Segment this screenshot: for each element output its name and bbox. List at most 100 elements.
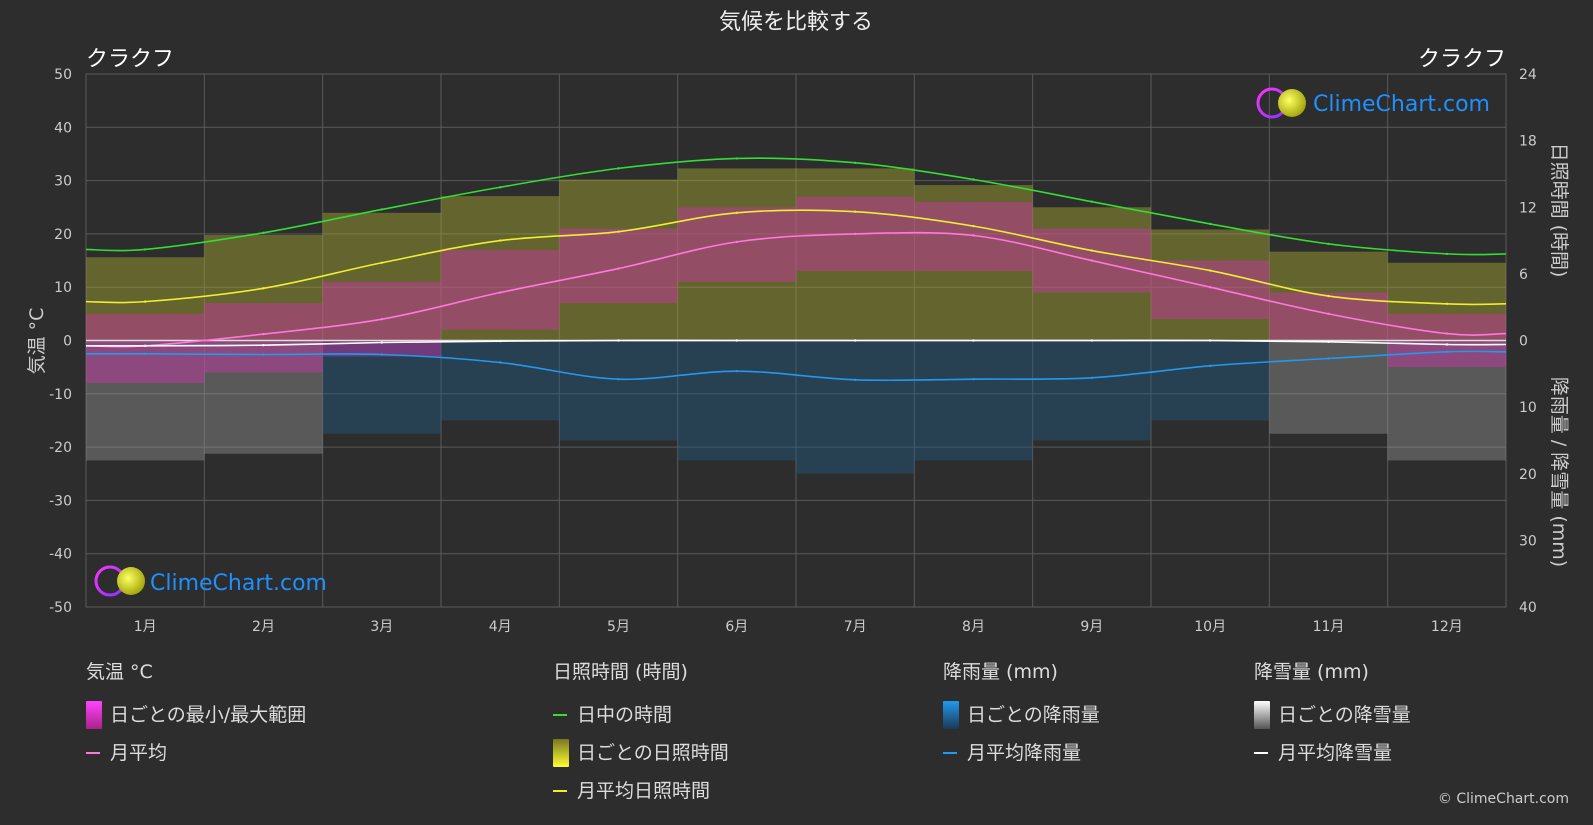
snow-avg-point [972,339,975,342]
temp-avg-point [1445,332,1449,335]
temp-avg-point [1090,259,1094,262]
sunshine-daily-bar [441,196,560,341]
legend-snow: 降雪量 (mm) 日ごとの降雪量 月平均降雪量 [1254,660,1411,772]
tick-label-month: 1月 [134,619,157,635]
sunshine-avg-point [972,224,975,228]
temp-range-swatch [86,701,102,729]
tick-label-month: 2月 [252,619,275,635]
daylight-point [262,231,265,234]
temp-avg-point [617,267,620,270]
tick-label-month: 10月 [1194,619,1226,635]
tick-label-hours: 18 [1519,134,1537,150]
rain-avg-point [1445,350,1449,354]
legend-temp-avg-label: 月平均 [110,742,168,764]
sunshine-avg-point [853,210,857,213]
rain-avg-point [735,369,739,373]
daylight-point [853,161,857,165]
rain-avg-line [85,350,1507,382]
temp-avg-point [972,234,975,237]
snow-avg-line [85,339,1507,347]
tick-label-month: 8月 [962,619,985,635]
daylight-swatch [553,714,567,716]
rain-daily-bar [1032,340,1151,441]
daylight-point [735,157,739,160]
snow-avg-point [380,341,384,344]
rain-daily-bar [796,340,915,474]
daylight-point [1445,252,1449,256]
sunshine-avg-point [1208,269,1212,272]
legend-snow-avg-label: 月平均降雪量 [1278,742,1393,764]
legend-snow-avg: 月平均降雪量 [1254,734,1411,772]
sunshine-avg-point [735,211,739,215]
snow-avg-point [143,344,147,348]
tick-label-month: 9月 [1080,619,1103,635]
snow-avg-point [853,339,857,342]
tick-label-precip: 40 [1519,600,1537,616]
tick-label-left: 50 [54,67,72,83]
temp-avg-point [380,317,384,321]
temp-range-bar [677,207,796,282]
rain-avg-point [498,361,502,364]
temp-avg-point [1327,312,1330,316]
daylight-point [1327,242,1330,246]
sunshine-avg-point [1090,249,1094,252]
legend-rain-avg: 月平均降雨量 [943,734,1100,772]
legend-rain-daily-label: 日ごとの降雨量 [967,704,1100,726]
snow-avg-point [735,339,739,342]
rain-daily-bar [914,340,1033,461]
y-axis-left-label: 気温 °C [26,308,48,375]
location-right: クラクフ [1418,47,1506,72]
tick-label-month: 11月 [1313,619,1345,635]
snow-avg-point [1445,343,1449,346]
legend-sun-avg: 月平均日照時間 [553,772,729,810]
tick-label-precip: 30 [1519,533,1537,549]
tick-label-left: 40 [54,120,72,136]
tick-label-precip: 20 [1519,467,1537,483]
rain-avg-swatch [943,752,957,754]
y-axis-right-top-label: 日照時間 (時間) [1548,143,1570,278]
tick-label-month: 6月 [725,619,748,635]
tick-label-hours: 0 [1519,334,1528,350]
temp-range-bar [204,303,323,373]
sunshine-daily-bar [677,168,796,341]
sunshine-daily-bar [914,185,1033,341]
legend-snow-daily: 日ごとの降雪量 [1254,696,1411,734]
rain-avg-point [972,377,975,381]
sunshine-avg-point [617,230,620,233]
y-axis-right-bottom-label: 降雨量 / 降雪量 (mm) [1548,377,1570,567]
legend-sun-avg-label: 月平均日照時間 [577,780,711,802]
legend-temp-heading: 気温 °C [86,661,153,683]
legend-rain: 降雨量 (mm) 日ごとの降雨量 月平均降雨量 [943,660,1100,772]
brand-logo-top[interactable]: ClimeChart.com [1256,87,1490,119]
tick-label-left: -40 [49,547,72,563]
sunshine-avg-point [143,300,147,303]
daylight-line [85,157,1507,256]
legend-rain-daily: 日ごとの降雨量 [943,696,1100,734]
snow-avg-swatch [1254,752,1268,754]
legend-temp: 気温 °C 日ごとの最小/最大範囲 月平均 [86,660,306,772]
legend-temp-avg: 月平均 [86,734,306,772]
snow-daily-swatch [1254,701,1270,729]
tick-label-left: -50 [49,600,72,616]
snow-avg-point [1208,339,1212,342]
brand-text-bottom: ClimeChart.com [150,571,327,596]
sunshine-avg-point [1445,302,1449,306]
sun-avg-swatch [553,790,567,792]
temp-avg-point [853,232,857,236]
temp-avg-point [262,332,265,336]
rain-avg-point [617,377,620,381]
snow-daily-bar [86,340,205,461]
sunshine-avg-point [262,287,265,290]
temp-avg-swatch [86,752,100,754]
chart-title: 気候を比較する [719,10,873,35]
snow-avg-point [262,343,265,347]
legend-rain-heading: 降雨量 (mm) [943,661,1058,683]
rain-avg-point [380,353,384,356]
sunshine-daily-bar [1032,207,1151,341]
brand-logo-bottom[interactable]: ClimeChart.com [94,565,327,597]
legend-daylight-label: 日中の時間 [577,704,673,726]
sunshine-avg-point [380,261,384,264]
temp-range-bar [86,313,205,384]
tick-label-hours: 6 [1519,267,1528,283]
temp-avg-line [85,231,1507,348]
